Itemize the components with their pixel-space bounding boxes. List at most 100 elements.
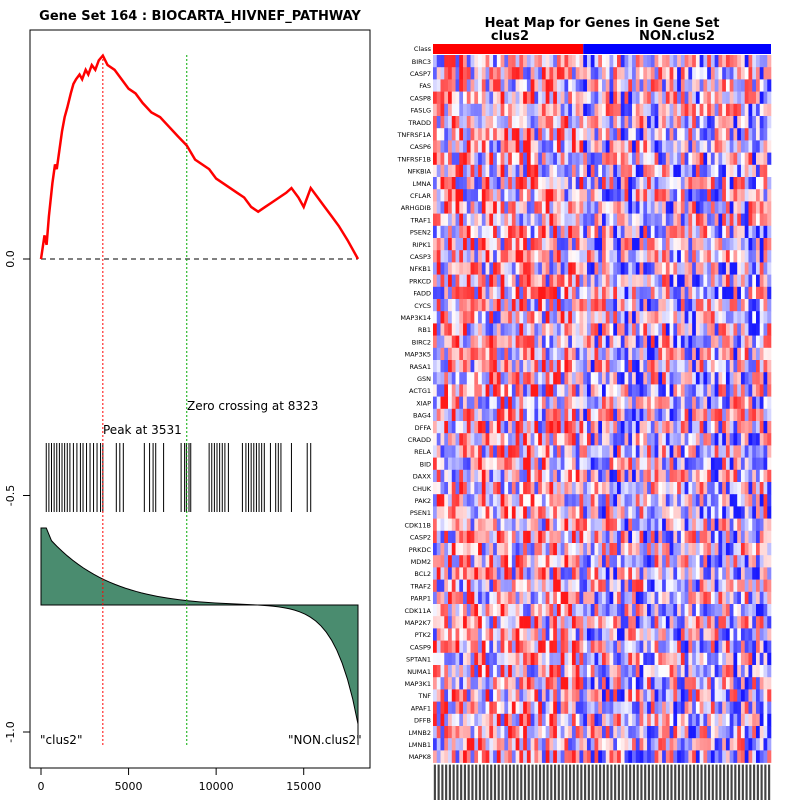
heatmap-cell <box>436 518 441 532</box>
heatmap-cell <box>534 689 539 702</box>
heatmap-cell <box>718 189 723 202</box>
heatmap-cell <box>545 384 550 397</box>
heatmap-cell <box>744 579 749 593</box>
heatmap-cell <box>722 530 727 544</box>
heatmap-cell <box>549 665 554 678</box>
heatmap-cell <box>707 518 712 532</box>
heatmap-cell <box>511 103 516 117</box>
heatmap-cell <box>729 506 734 519</box>
heatmap-cell <box>695 335 700 349</box>
heatmap-cell <box>436 335 441 349</box>
heatmap-cell <box>767 396 772 410</box>
heatmap-cell <box>436 482 441 495</box>
heatmap-cell <box>545 396 550 410</box>
heatmap-cell <box>673 689 678 702</box>
heatmap-cell <box>556 360 561 373</box>
heatmap-cell <box>500 140 505 153</box>
heatmap-cell <box>710 311 715 324</box>
heatmap-cell <box>493 640 498 654</box>
heatmap-cell <box>703 640 708 654</box>
heatmap-cell <box>489 591 494 605</box>
heatmap-cell <box>545 408 550 422</box>
heatmap-cell <box>654 372 659 385</box>
heatmap-cell <box>710 701 715 715</box>
heatmap-cell <box>699 274 704 288</box>
heatmap-cell <box>508 250 513 263</box>
heatmap-cell <box>493 384 498 397</box>
heatmap-cell <box>571 469 577 483</box>
heatmap-cell <box>609 530 614 544</box>
heatmap-cell <box>725 311 730 324</box>
x-tick-label: 15000 <box>286 780 321 793</box>
heatmap-cell <box>541 530 546 544</box>
heatmap-cell <box>474 482 479 495</box>
heatmap-cell <box>729 665 734 678</box>
heatmap-cell <box>714 177 719 190</box>
heatmap-cell <box>466 311 471 324</box>
heatmap-panel: Heat Map for Genes in Gene Set clus2 NON… <box>396 16 772 800</box>
heatmap-cell <box>530 384 535 397</box>
heatmap-cell <box>673 299 678 312</box>
heatmap-cell <box>481 445 486 458</box>
heatmap-cell <box>707 433 712 446</box>
heatmap-cell <box>628 482 633 495</box>
heatmap-cell <box>433 201 438 214</box>
heatmap-cell <box>508 360 513 373</box>
heatmap-cell <box>568 91 573 105</box>
heatmap-cell <box>673 530 678 544</box>
heatmap-cell <box>564 335 569 349</box>
heatmap-cell <box>602 347 607 361</box>
class-bar-non <box>583 44 771 54</box>
heatmap-cell <box>692 189 697 202</box>
heatmap-cell <box>707 604 712 617</box>
heatmap-cell <box>628 201 633 214</box>
heatmap-cell <box>466 421 471 434</box>
heatmap-cell <box>470 225 475 239</box>
heatmap-cell <box>710 640 715 654</box>
heatmap-cell <box>729 360 734 373</box>
heatmap-cell <box>538 494 543 507</box>
heatmap-cell <box>586 652 592 666</box>
heatmap-cell <box>665 262 670 275</box>
heatmap-cell <box>752 555 757 568</box>
heatmap-cell <box>744 55 749 68</box>
heatmap-cell <box>617 55 622 68</box>
heatmap-cell <box>647 494 652 507</box>
heatmap-cell <box>759 152 764 166</box>
heatmap-cell <box>643 665 648 678</box>
heatmap-cell <box>560 116 565 129</box>
heatmap-cell <box>538 445 543 458</box>
heatmap-cell <box>451 286 456 300</box>
heatmap-cell <box>481 323 486 336</box>
heatmap-cell <box>583 152 588 166</box>
heatmap-cell <box>737 652 742 666</box>
heatmap-cell <box>463 384 468 397</box>
heatmap-cell <box>590 128 595 141</box>
heatmap-cell <box>639 250 644 263</box>
heatmap-cell <box>602 177 607 190</box>
heatmap-cell <box>658 128 663 141</box>
heatmap-cell <box>718 616 723 629</box>
heatmap-cell <box>767 177 772 190</box>
heatmap-cell <box>677 421 682 434</box>
heatmap-cell <box>677 640 682 654</box>
heatmap-cell <box>451 103 456 117</box>
heatmap-cell <box>602 604 607 617</box>
es-curve <box>39 53 360 260</box>
heatmap-cell <box>568 677 573 690</box>
heatmap-cell <box>448 689 453 702</box>
heatmap-cell <box>639 482 644 495</box>
heatmap-cell <box>654 335 659 349</box>
heatmap-cell <box>523 408 528 422</box>
heatmap-cell <box>759 360 764 373</box>
heatmap-cell <box>496 372 501 385</box>
heatmap-cell <box>433 116 438 129</box>
heatmap-cell <box>718 177 723 190</box>
heatmap-cell <box>680 445 685 458</box>
heatmap-cell <box>556 55 561 68</box>
heatmap-cell <box>571 701 577 715</box>
heatmap-cell <box>590 103 595 117</box>
heatmap-cell <box>583 579 588 593</box>
heatmap-cell <box>526 689 531 702</box>
heatmap-cell <box>639 457 644 471</box>
